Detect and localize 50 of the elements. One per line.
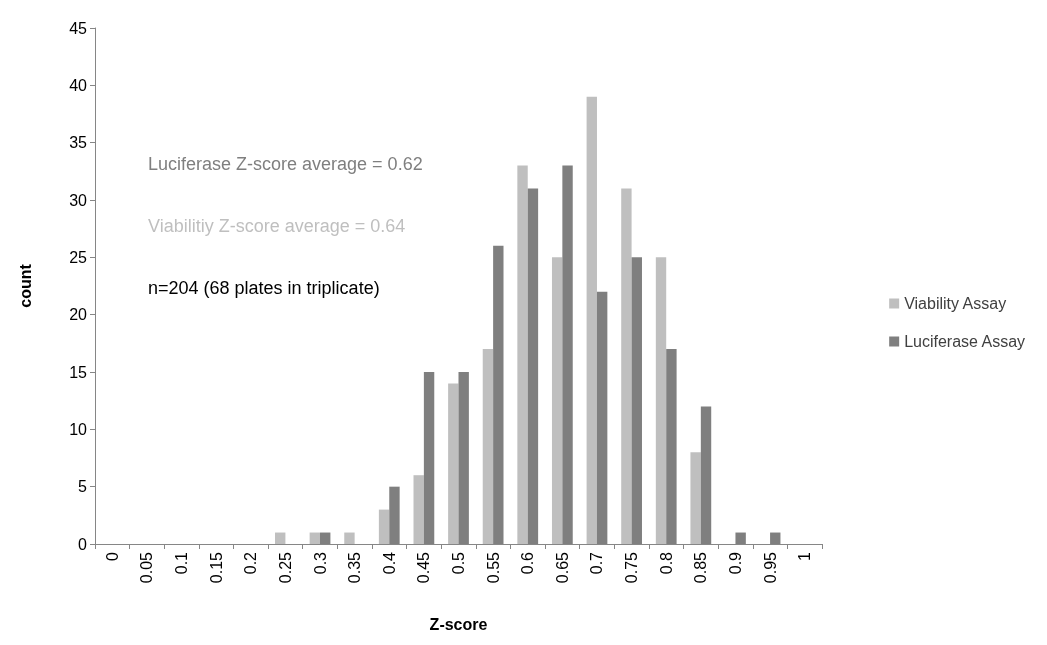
x-tick-label: 0.15 (207, 551, 225, 584)
bar (621, 188, 632, 544)
bar (517, 165, 528, 544)
y-tick-label: 5 (78, 478, 88, 496)
x-tick-label: 0.2 (242, 551, 260, 575)
x-tick-label: 0.85 (692, 551, 710, 584)
x-tick-label: 0.45 (415, 551, 433, 584)
y-tick-label: 40 (69, 76, 88, 94)
annotation: n=204 (68 plates in triplicate) (148, 278, 380, 298)
legend-label: Luciferase Assay (904, 333, 1026, 350)
x-tick-label: 0.6 (519, 551, 537, 575)
x-tick-label: 0.9 (726, 551, 744, 575)
x-tick-label: 0.35 (346, 551, 364, 584)
y-tick-label: 45 (69, 19, 88, 37)
x-tick-label: 0.75 (623, 551, 641, 584)
x-tick-label: 0.55 (484, 551, 502, 584)
x-tick-label: 0 (103, 551, 121, 561)
bar (690, 452, 701, 544)
bar (551, 257, 563, 544)
x-tick-label: 0.3 (311, 551, 329, 575)
bar (309, 532, 321, 544)
x-axis-title: Z-score (429, 615, 488, 633)
y-tick-label: 35 (69, 134, 88, 152)
y-axis-title: count (16, 263, 34, 308)
bar (655, 257, 667, 544)
bar (344, 532, 355, 544)
x-tick-label: 0.7 (588, 551, 606, 575)
x-tick-label: 0.8 (657, 551, 675, 575)
x-tick-label: 0.65 (553, 551, 571, 584)
x-tick-label: 0.25 (276, 551, 294, 584)
y-tick-label: 15 (69, 363, 88, 381)
legend-label: Viability Assay (904, 295, 1007, 312)
x-tick-label: 0.05 (138, 551, 156, 584)
y-tick-label: 20 (69, 306, 88, 324)
x-tick-label: 0.1 (173, 551, 191, 575)
x-tick-label: 0.95 (761, 551, 779, 584)
x-tick-label: 0.5 (450, 551, 467, 575)
bar (586, 96, 597, 544)
x-tick-label: 1 (796, 551, 814, 561)
y-tick-label: 30 (69, 191, 88, 209)
annotation: Viabilitiy Z-score average = 0.64 (148, 216, 406, 236)
bar (275, 532, 286, 544)
bar (378, 509, 390, 544)
x-tick-label: 0.4 (380, 551, 398, 575)
y-tick-label: 10 (69, 420, 88, 438)
bar (482, 349, 494, 544)
y-tick-label: 25 (69, 248, 88, 266)
annotation: Luciferase Z-score average = 0.62 (148, 154, 423, 174)
bar (448, 383, 459, 544)
bar (413, 475, 424, 544)
